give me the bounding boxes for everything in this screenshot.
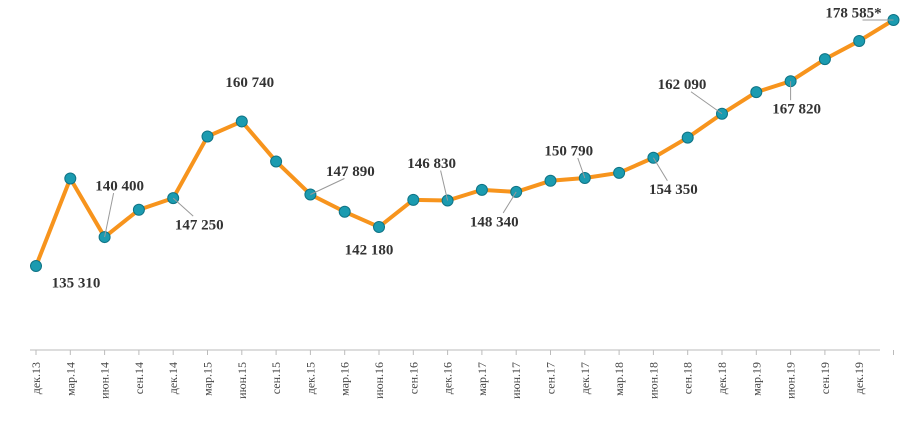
data-label: 154 350 xyxy=(649,182,698,198)
data-label: 142 180 xyxy=(345,242,394,258)
x-tick-label: июн.16 xyxy=(372,362,386,399)
x-tick-label: мар.16 xyxy=(338,362,352,396)
data-label: 135 310 xyxy=(52,275,101,291)
data-point xyxy=(475,183,488,196)
x-tick-label: сен.19 xyxy=(818,362,832,394)
x-tick-label: сен.15 xyxy=(269,362,283,394)
data-label: 147 250 xyxy=(175,218,224,234)
leader-line xyxy=(104,192,115,238)
data-label: 162 090 xyxy=(658,77,707,93)
data-point xyxy=(407,193,420,206)
data-label: 150 790 xyxy=(544,143,593,159)
x-tick-label: сен.16 xyxy=(406,362,420,394)
x-tick-label: дек.19 xyxy=(852,362,866,394)
data-point xyxy=(613,166,626,179)
x-tick-label: июн.17 xyxy=(509,362,523,399)
x-tick-label: мар.15 xyxy=(201,362,215,396)
leader-line xyxy=(652,157,668,182)
data-point xyxy=(201,130,214,143)
x-tick-label: сен.17 xyxy=(544,362,558,394)
x-tick-label: июн.15 xyxy=(235,362,249,399)
x-tick-label: дек.18 xyxy=(715,362,729,394)
data-point xyxy=(818,53,831,66)
x-tick-label: мар.14 xyxy=(63,362,77,396)
x-tick-label: сен.14 xyxy=(132,362,146,394)
data-label: 140 400 xyxy=(95,179,144,195)
x-tick-label: дек.14 xyxy=(166,362,180,394)
data-label: 178 585* xyxy=(825,5,881,21)
x-tick-label: июн.14 xyxy=(98,362,112,399)
data-point xyxy=(64,172,77,185)
data-label: 148 340 xyxy=(470,214,519,230)
data-line xyxy=(34,18,895,267)
x-tick-label: мар.19 xyxy=(749,362,763,396)
leader-line xyxy=(440,170,449,201)
x-tick-label: мар.18 xyxy=(612,362,626,396)
data-point xyxy=(750,86,763,99)
data-label: 146 830 xyxy=(407,156,456,172)
data-point xyxy=(338,205,351,218)
data-point xyxy=(373,220,385,233)
data-label: 167 820 xyxy=(772,102,821,118)
leader-line xyxy=(690,91,723,115)
data-point xyxy=(235,115,248,128)
leader-line xyxy=(310,178,345,195)
leader-line xyxy=(502,191,517,214)
data-label: 147 890 xyxy=(326,164,375,180)
data-point xyxy=(30,260,42,272)
x-tick-label: июн.18 xyxy=(646,362,660,399)
x-tick-label: мар.17 xyxy=(475,362,489,396)
x-tick-label: дек.16 xyxy=(441,362,455,394)
leader-line xyxy=(172,197,194,217)
data-point xyxy=(853,34,866,47)
data-point xyxy=(132,203,145,216)
x-tick-label: июн.19 xyxy=(784,362,798,399)
data-point xyxy=(270,155,283,168)
x-tick-label: дек.17 xyxy=(578,362,592,394)
leader-line xyxy=(577,157,586,179)
x-tick-label: дек.13 xyxy=(29,362,43,394)
data-point xyxy=(681,131,694,144)
x-tick-label: сен.18 xyxy=(681,362,695,394)
x-tick-label: дек.15 xyxy=(303,362,317,394)
data-label: 160 740 xyxy=(225,75,274,91)
data-point xyxy=(544,174,557,187)
